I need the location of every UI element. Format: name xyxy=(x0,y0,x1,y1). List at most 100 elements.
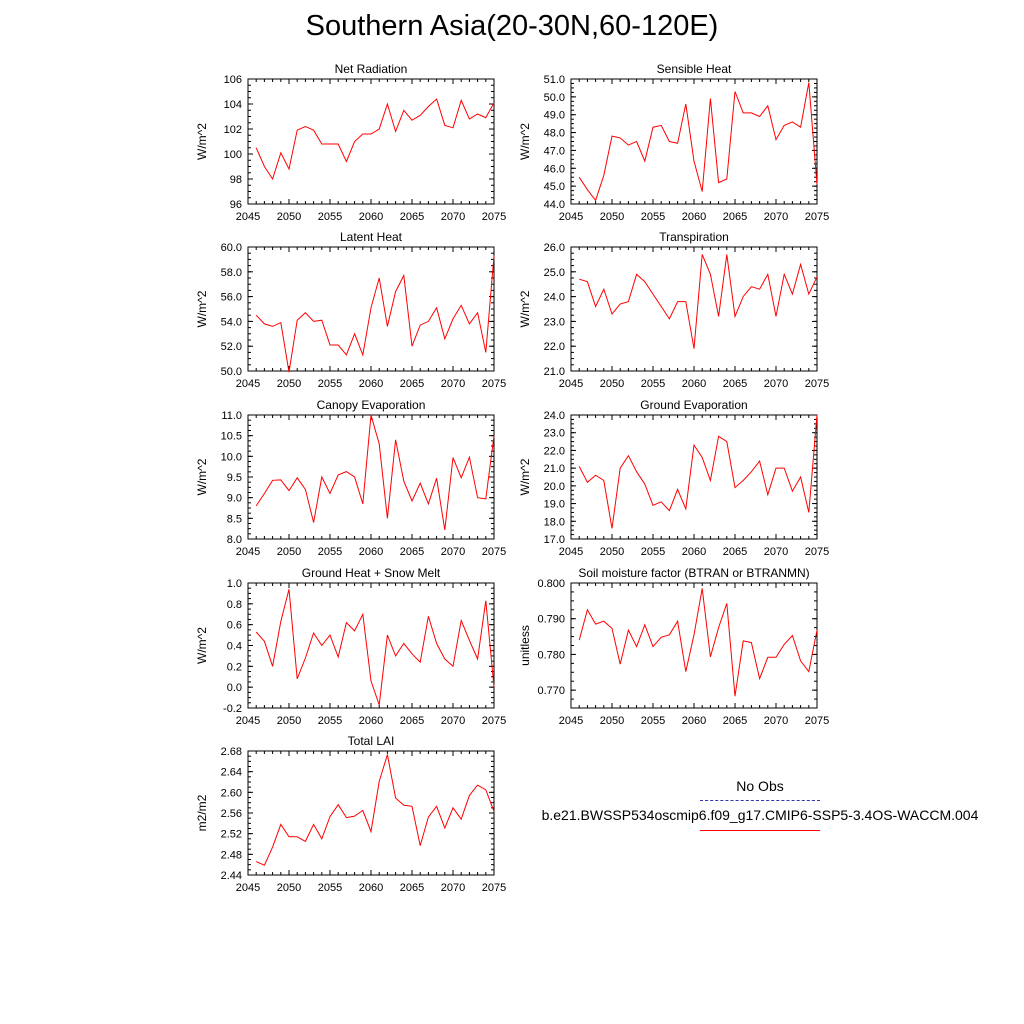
plot-frame xyxy=(570,414,818,540)
x-tick-label: 2065 xyxy=(723,715,747,727)
y-tick-label: 2.60 xyxy=(221,787,242,799)
x-tick-label: 2070 xyxy=(441,211,465,223)
chart-panel-9: 2045 2050 2055 2060 2065 2070 2075 2.44 2.48 2.52… xyxy=(195,734,506,894)
y-tick-label: 60.0 xyxy=(221,242,242,254)
x-tick-label: 2050 xyxy=(600,211,624,223)
plot-frame xyxy=(570,246,818,372)
y-tick-label: 52.0 xyxy=(221,341,242,353)
y-axis-label: W/m^2 xyxy=(195,458,209,495)
y-tick-label: 24.0 xyxy=(544,410,565,422)
x-tick-label: 2045 xyxy=(236,715,260,727)
x-tick-label: 2050 xyxy=(600,715,624,727)
y-tick-label: 11.0 xyxy=(221,410,242,422)
y-axis-label: W/m^2 xyxy=(518,458,532,495)
x-tick-label: 2065 xyxy=(723,546,747,558)
panel-title: Sensible Heat xyxy=(657,62,732,76)
panel-title: Net Radiation xyxy=(335,62,408,76)
x-tick-label: 2075 xyxy=(482,546,506,558)
y-tick-label: 50.0 xyxy=(221,366,242,378)
y-tick-label: 9.5 xyxy=(227,472,242,484)
x-tick-label: 2055 xyxy=(641,546,665,558)
y-tick-label: 2.52 xyxy=(221,829,242,841)
y-axis-label: W/m^2 xyxy=(518,290,532,327)
x-tick-label: 2060 xyxy=(359,715,383,727)
chart-panel-2: 2045 2050 2055 2060 2065 2070 2075 44.0 45.0 46.0… xyxy=(518,62,829,223)
panel-title: Ground Evaporation xyxy=(640,398,747,412)
x-tick-label: 2050 xyxy=(600,378,624,390)
chart-panel-8: 2045 2050 2055 2060 2065 2070 2075 0.770 0.780 0.… xyxy=(518,566,829,727)
x-tick-label: 2060 xyxy=(359,378,383,390)
series-line xyxy=(255,98,495,181)
y-tick-label: 0.790 xyxy=(537,614,565,626)
y-tick-label: -0.2 xyxy=(223,703,242,715)
x-tick-label: 2055 xyxy=(641,715,665,727)
x-tick-label: 2045 xyxy=(236,378,260,390)
x-tick-label: 2065 xyxy=(400,715,424,727)
y-tick-label: 21.0 xyxy=(544,366,565,378)
y-tick-label: 44.0 xyxy=(544,199,565,211)
series-line xyxy=(578,414,818,529)
x-tick-label: 2060 xyxy=(682,546,706,558)
y-tick-label: 2.64 xyxy=(221,767,242,779)
chart-panel-1: 2045 2050 2055 2060 2065 2070 2075 96 98 100 102 10… xyxy=(195,62,506,223)
chart-panel-3: 2045 2050 2055 2060 2065 2070 2075 50.0 52.0 54.0… xyxy=(195,230,506,390)
y-tick-label: 0.6 xyxy=(227,620,242,632)
y-tick-label: 45.0 xyxy=(544,181,565,193)
plot-frame xyxy=(570,582,818,709)
x-tick-label: 2045 xyxy=(559,546,583,558)
x-tick-label: 2075 xyxy=(482,715,506,727)
x-tick-label: 2045 xyxy=(559,211,583,223)
y-tick-label: 58.0 xyxy=(221,267,242,279)
x-tick-label: 2070 xyxy=(441,715,465,727)
y-tick-label: 9.0 xyxy=(227,493,242,505)
y-tick-label: 0.780 xyxy=(537,649,565,661)
series-line xyxy=(255,754,495,866)
x-tick-label: 2055 xyxy=(318,546,342,558)
y-tick-label: 8.0 xyxy=(227,534,242,546)
chart-panel-5: 2045 2050 2055 2060 2065 2070 2075 8.0 8.5 9.0 9.5… xyxy=(195,398,506,558)
x-tick-label: 2050 xyxy=(277,882,301,894)
x-tick-label: 2055 xyxy=(641,211,665,223)
plot-frame xyxy=(247,78,495,205)
x-tick-label: 2055 xyxy=(318,378,342,390)
y-tick-label: 100 xyxy=(224,149,242,161)
y-tick-label: 0.8 xyxy=(227,599,242,611)
plot-frame xyxy=(570,78,818,205)
legend-obs-label: No Obs xyxy=(736,778,784,794)
y-axis-label: W/m^2 xyxy=(195,123,209,160)
x-tick-label: 2050 xyxy=(277,546,301,558)
chart-panel-4: 2045 2050 2055 2060 2065 2070 2075 21.0 22.0 23.0… xyxy=(518,230,829,390)
x-tick-label: 2045 xyxy=(236,882,260,894)
x-tick-label: 2075 xyxy=(805,211,829,223)
panel-title: Transpiration xyxy=(659,230,729,244)
x-tick-label: 2075 xyxy=(482,378,506,390)
chart-panel-6: 2045 2050 2055 2060 2065 2070 2075 17.0 18.0 19.0… xyxy=(518,398,829,558)
x-tick-label: 2055 xyxy=(318,211,342,223)
y-tick-label: 46.0 xyxy=(544,163,565,175)
y-tick-label: 24.0 xyxy=(544,292,565,304)
y-tick-label: 0.770 xyxy=(537,685,565,697)
y-axis-label: unitless xyxy=(518,625,532,666)
y-tick-label: 26.0 xyxy=(544,242,565,254)
x-tick-label: 2050 xyxy=(277,715,301,727)
x-tick-label: 2065 xyxy=(400,546,424,558)
y-tick-label: 96 xyxy=(230,199,242,211)
x-tick-label: 2055 xyxy=(318,715,342,727)
x-tick-label: 2045 xyxy=(559,715,583,727)
y-tick-label: 19.0 xyxy=(544,499,565,511)
x-tick-label: 2045 xyxy=(236,546,260,558)
x-tick-label: 2070 xyxy=(764,546,788,558)
y-tick-label: 104 xyxy=(224,99,242,111)
y-tick-label: 98 xyxy=(230,174,242,186)
x-tick-label: 2060 xyxy=(682,211,706,223)
y-tick-label: 2.68 xyxy=(221,746,242,758)
y-tick-label: 0.800 xyxy=(537,578,565,590)
y-tick-label: 2.56 xyxy=(221,808,242,820)
series-line xyxy=(579,254,818,349)
legend-model-label: b.e21.BWSSP534oscmip6.f09_g17.CMIP6-SSP5… xyxy=(541,807,979,823)
y-tick-label: 0.2 xyxy=(227,661,242,673)
y-tick-label: 106 xyxy=(224,74,242,86)
y-tick-label: 21.0 xyxy=(544,463,565,475)
x-tick-label: 2060 xyxy=(359,882,383,894)
x-tick-label: 2060 xyxy=(359,211,383,223)
